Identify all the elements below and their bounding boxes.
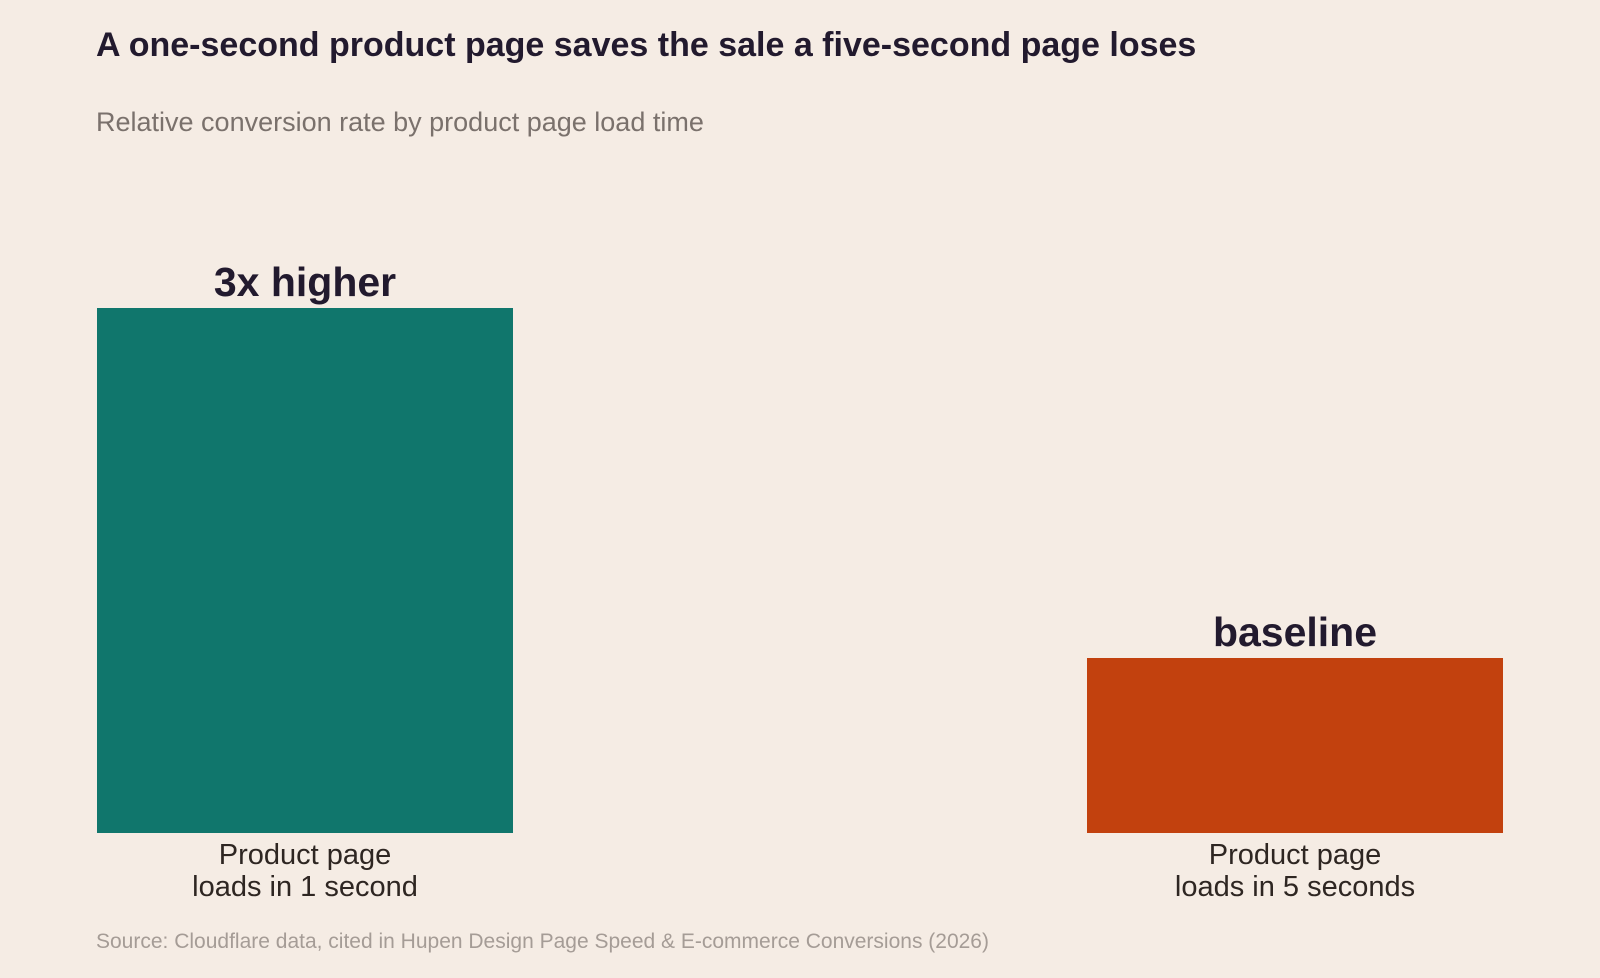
value-label-1: 3x higher [214, 259, 396, 305]
category-label-2-line-1: Product page [1209, 839, 1382, 871]
category-label-1-line-1: Product page [219, 839, 392, 871]
chart-title: A one-second product page saves the sale… [96, 26, 1197, 64]
value-label-2: baseline [1213, 609, 1377, 655]
source-note: Source: Cloudflare data, cited in Hupen … [96, 930, 989, 953]
category-label-1-line-2: loads in 1 second [192, 871, 418, 903]
category-label-2-line-2: loads in 5 seconds [1175, 871, 1415, 903]
bar-2 [1087, 658, 1503, 833]
bar-1 [97, 308, 513, 833]
chart-subtitle: Relative conversion rate by product page… [96, 107, 704, 137]
